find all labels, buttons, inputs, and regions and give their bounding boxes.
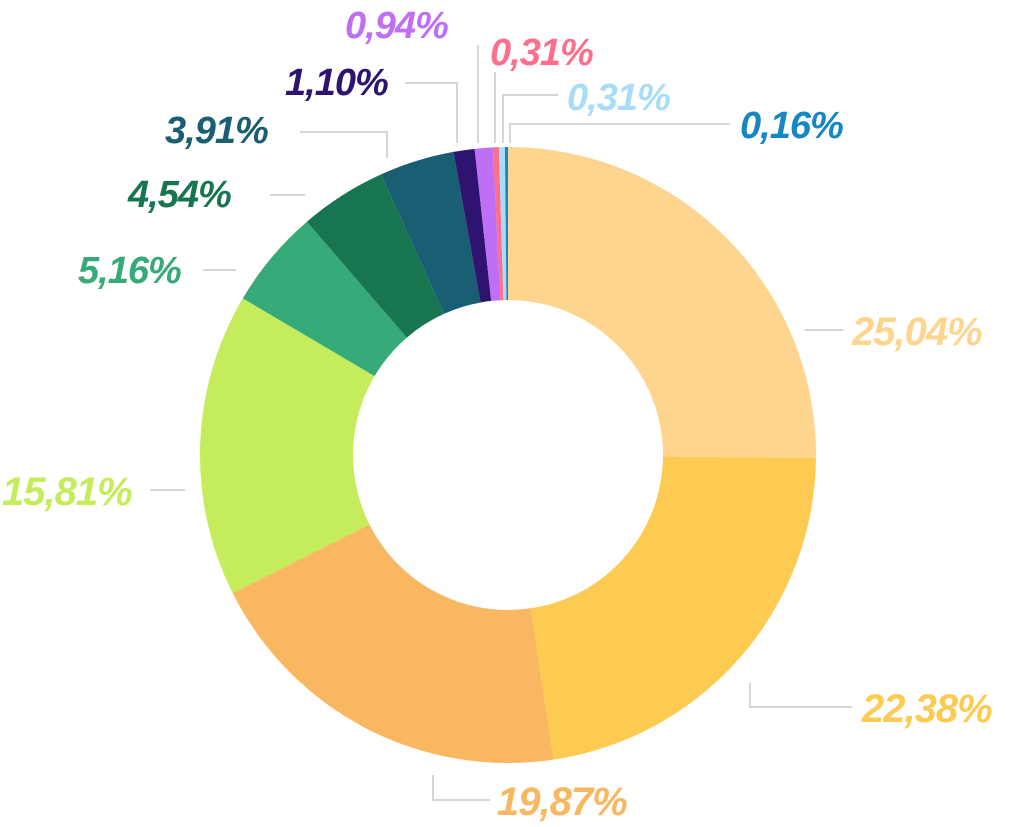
data-label-6: 3,91%: [165, 110, 268, 152]
slice-3: [199, 298, 375, 593]
data-label-1: 22,38%: [861, 687, 992, 731]
slice-6: [381, 151, 481, 314]
data-label-7: 1,10%: [285, 62, 388, 104]
data-label-9: 0,31%: [490, 32, 593, 74]
leader-line-1: [749, 683, 852, 708]
slice-4: [242, 221, 407, 377]
slice-10: [498, 147, 507, 301]
slice-0: [508, 147, 816, 459]
leader-line-10: [502, 94, 558, 143]
leader-line-2: [432, 775, 490, 801]
data-label-0: 25,04%: [851, 310, 982, 354]
slice-8: [474, 147, 501, 301]
slice-7: [453, 148, 492, 303]
data-label-8: 0,94%: [345, 5, 448, 47]
data-label-2: 19,87%: [497, 780, 627, 824]
data-label-5: 4,54%: [127, 174, 231, 216]
leader-line-6: [300, 131, 388, 158]
leader-lines: [150, 45, 852, 801]
data-label-3: 15,81%: [2, 470, 132, 514]
data-label-10: 0,31%: [567, 77, 670, 119]
slices: [199, 147, 816, 763]
data-labels: 25,04% 22,38% 19,87% 15,81% 5,16% 4,54% 3,91% 1…: [2, 5, 993, 824]
slice-5: [306, 174, 445, 338]
data-label-11: 0,16%: [740, 105, 843, 147]
data-label-4: 5,16%: [78, 250, 181, 292]
slice-9: [492, 147, 504, 301]
slice-2: [232, 524, 554, 763]
leader-line-11: [509, 123, 730, 143]
leader-line-7: [405, 82, 458, 143]
slice-11: [504, 147, 508, 301]
slice-1: [530, 456, 816, 760]
